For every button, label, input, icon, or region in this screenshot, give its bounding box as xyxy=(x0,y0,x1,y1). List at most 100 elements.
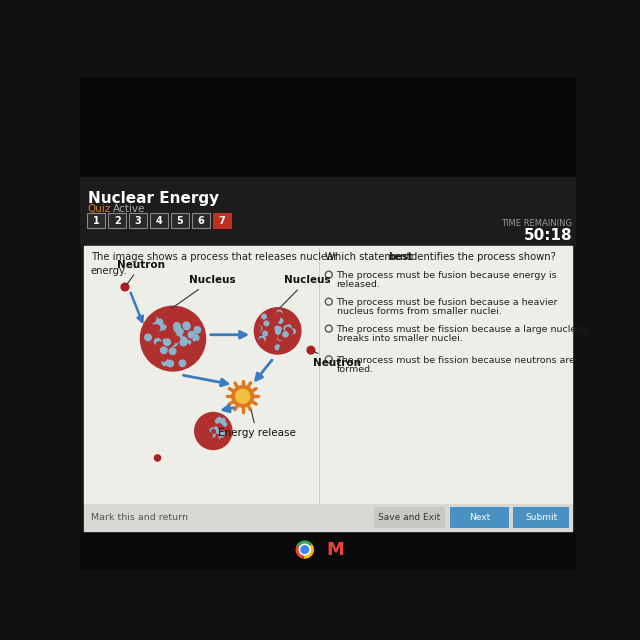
Circle shape xyxy=(167,343,173,349)
Circle shape xyxy=(154,455,161,461)
Text: Active: Active xyxy=(113,204,145,214)
Text: Nuclear Energy: Nuclear Energy xyxy=(88,191,219,205)
Text: Mark this and return: Mark this and return xyxy=(91,513,188,522)
Circle shape xyxy=(168,337,174,344)
Circle shape xyxy=(174,326,180,332)
Bar xyxy=(84,504,572,531)
Circle shape xyxy=(145,334,152,340)
Wedge shape xyxy=(298,541,312,547)
Circle shape xyxy=(209,433,212,437)
Circle shape xyxy=(276,326,281,332)
Circle shape xyxy=(276,326,281,331)
Text: best: best xyxy=(388,252,413,262)
FancyBboxPatch shape xyxy=(129,214,147,228)
Text: 4: 4 xyxy=(156,216,163,226)
Circle shape xyxy=(287,325,291,330)
Circle shape xyxy=(214,427,218,431)
Circle shape xyxy=(206,420,210,424)
Circle shape xyxy=(152,317,158,324)
FancyBboxPatch shape xyxy=(150,214,168,228)
Circle shape xyxy=(213,424,217,428)
Circle shape xyxy=(288,330,292,334)
Circle shape xyxy=(211,433,215,437)
Text: 1: 1 xyxy=(93,216,100,226)
Circle shape xyxy=(176,334,182,340)
Text: Save and Exit: Save and Exit xyxy=(378,513,440,522)
Circle shape xyxy=(183,322,189,328)
Wedge shape xyxy=(296,545,305,558)
Circle shape xyxy=(188,332,195,338)
Circle shape xyxy=(220,438,224,442)
Circle shape xyxy=(263,332,268,336)
Circle shape xyxy=(186,353,193,360)
Text: nucleus forms from smaller nuclei.: nucleus forms from smaller nuclei. xyxy=(337,307,501,316)
Circle shape xyxy=(206,440,210,444)
Circle shape xyxy=(218,423,221,427)
Circle shape xyxy=(273,333,277,338)
Text: M: M xyxy=(327,541,345,559)
Circle shape xyxy=(193,335,199,341)
Circle shape xyxy=(232,385,253,407)
Circle shape xyxy=(177,328,183,335)
Circle shape xyxy=(160,355,167,361)
Circle shape xyxy=(168,330,174,337)
Text: The process must be fusion because a heavier: The process must be fusion because a hea… xyxy=(337,298,558,307)
Circle shape xyxy=(220,436,223,440)
Circle shape xyxy=(156,319,163,326)
Circle shape xyxy=(280,347,284,351)
Text: breaks into smaller nuclei.: breaks into smaller nuclei. xyxy=(337,334,462,343)
Circle shape xyxy=(154,339,161,345)
Circle shape xyxy=(275,324,279,329)
Circle shape xyxy=(154,335,161,341)
Circle shape xyxy=(284,332,288,337)
Circle shape xyxy=(180,339,187,346)
Circle shape xyxy=(262,314,266,319)
Circle shape xyxy=(194,341,200,348)
Circle shape xyxy=(173,336,180,342)
Circle shape xyxy=(171,329,177,335)
Circle shape xyxy=(278,319,283,323)
Circle shape xyxy=(140,307,205,371)
Circle shape xyxy=(170,348,176,355)
Circle shape xyxy=(173,323,180,329)
Circle shape xyxy=(211,429,214,433)
Circle shape xyxy=(165,333,172,340)
Circle shape xyxy=(163,338,170,344)
Text: identifies the process shown?: identifies the process shown? xyxy=(404,252,556,262)
Circle shape xyxy=(275,317,280,321)
Circle shape xyxy=(179,360,186,367)
Circle shape xyxy=(168,332,174,338)
Circle shape xyxy=(275,345,280,349)
Circle shape xyxy=(156,324,162,331)
Circle shape xyxy=(186,333,193,340)
Text: The process must be fusion because energy is: The process must be fusion because energ… xyxy=(337,271,557,280)
Circle shape xyxy=(257,326,262,331)
Circle shape xyxy=(259,339,264,343)
Text: 7: 7 xyxy=(218,216,225,226)
Circle shape xyxy=(278,335,282,340)
Circle shape xyxy=(283,332,288,337)
FancyBboxPatch shape xyxy=(374,508,445,528)
Circle shape xyxy=(286,327,291,332)
Circle shape xyxy=(184,323,190,330)
Circle shape xyxy=(273,326,278,330)
Text: TIME REMAINING: TIME REMAINING xyxy=(501,220,572,228)
Circle shape xyxy=(256,326,260,331)
Circle shape xyxy=(167,360,173,367)
Circle shape xyxy=(275,326,280,331)
Circle shape xyxy=(194,326,200,333)
Circle shape xyxy=(217,438,221,442)
Circle shape xyxy=(215,438,219,442)
Circle shape xyxy=(307,346,315,354)
Bar xyxy=(80,177,576,246)
Circle shape xyxy=(170,335,176,342)
Circle shape xyxy=(216,419,220,423)
Text: The process must be fission because a large nucleus: The process must be fission because a la… xyxy=(337,324,588,333)
Circle shape xyxy=(276,330,280,334)
Circle shape xyxy=(153,325,160,332)
Circle shape xyxy=(195,413,232,449)
Circle shape xyxy=(121,283,129,291)
Circle shape xyxy=(180,337,187,344)
Text: Next: Next xyxy=(469,513,490,522)
Circle shape xyxy=(291,329,295,333)
